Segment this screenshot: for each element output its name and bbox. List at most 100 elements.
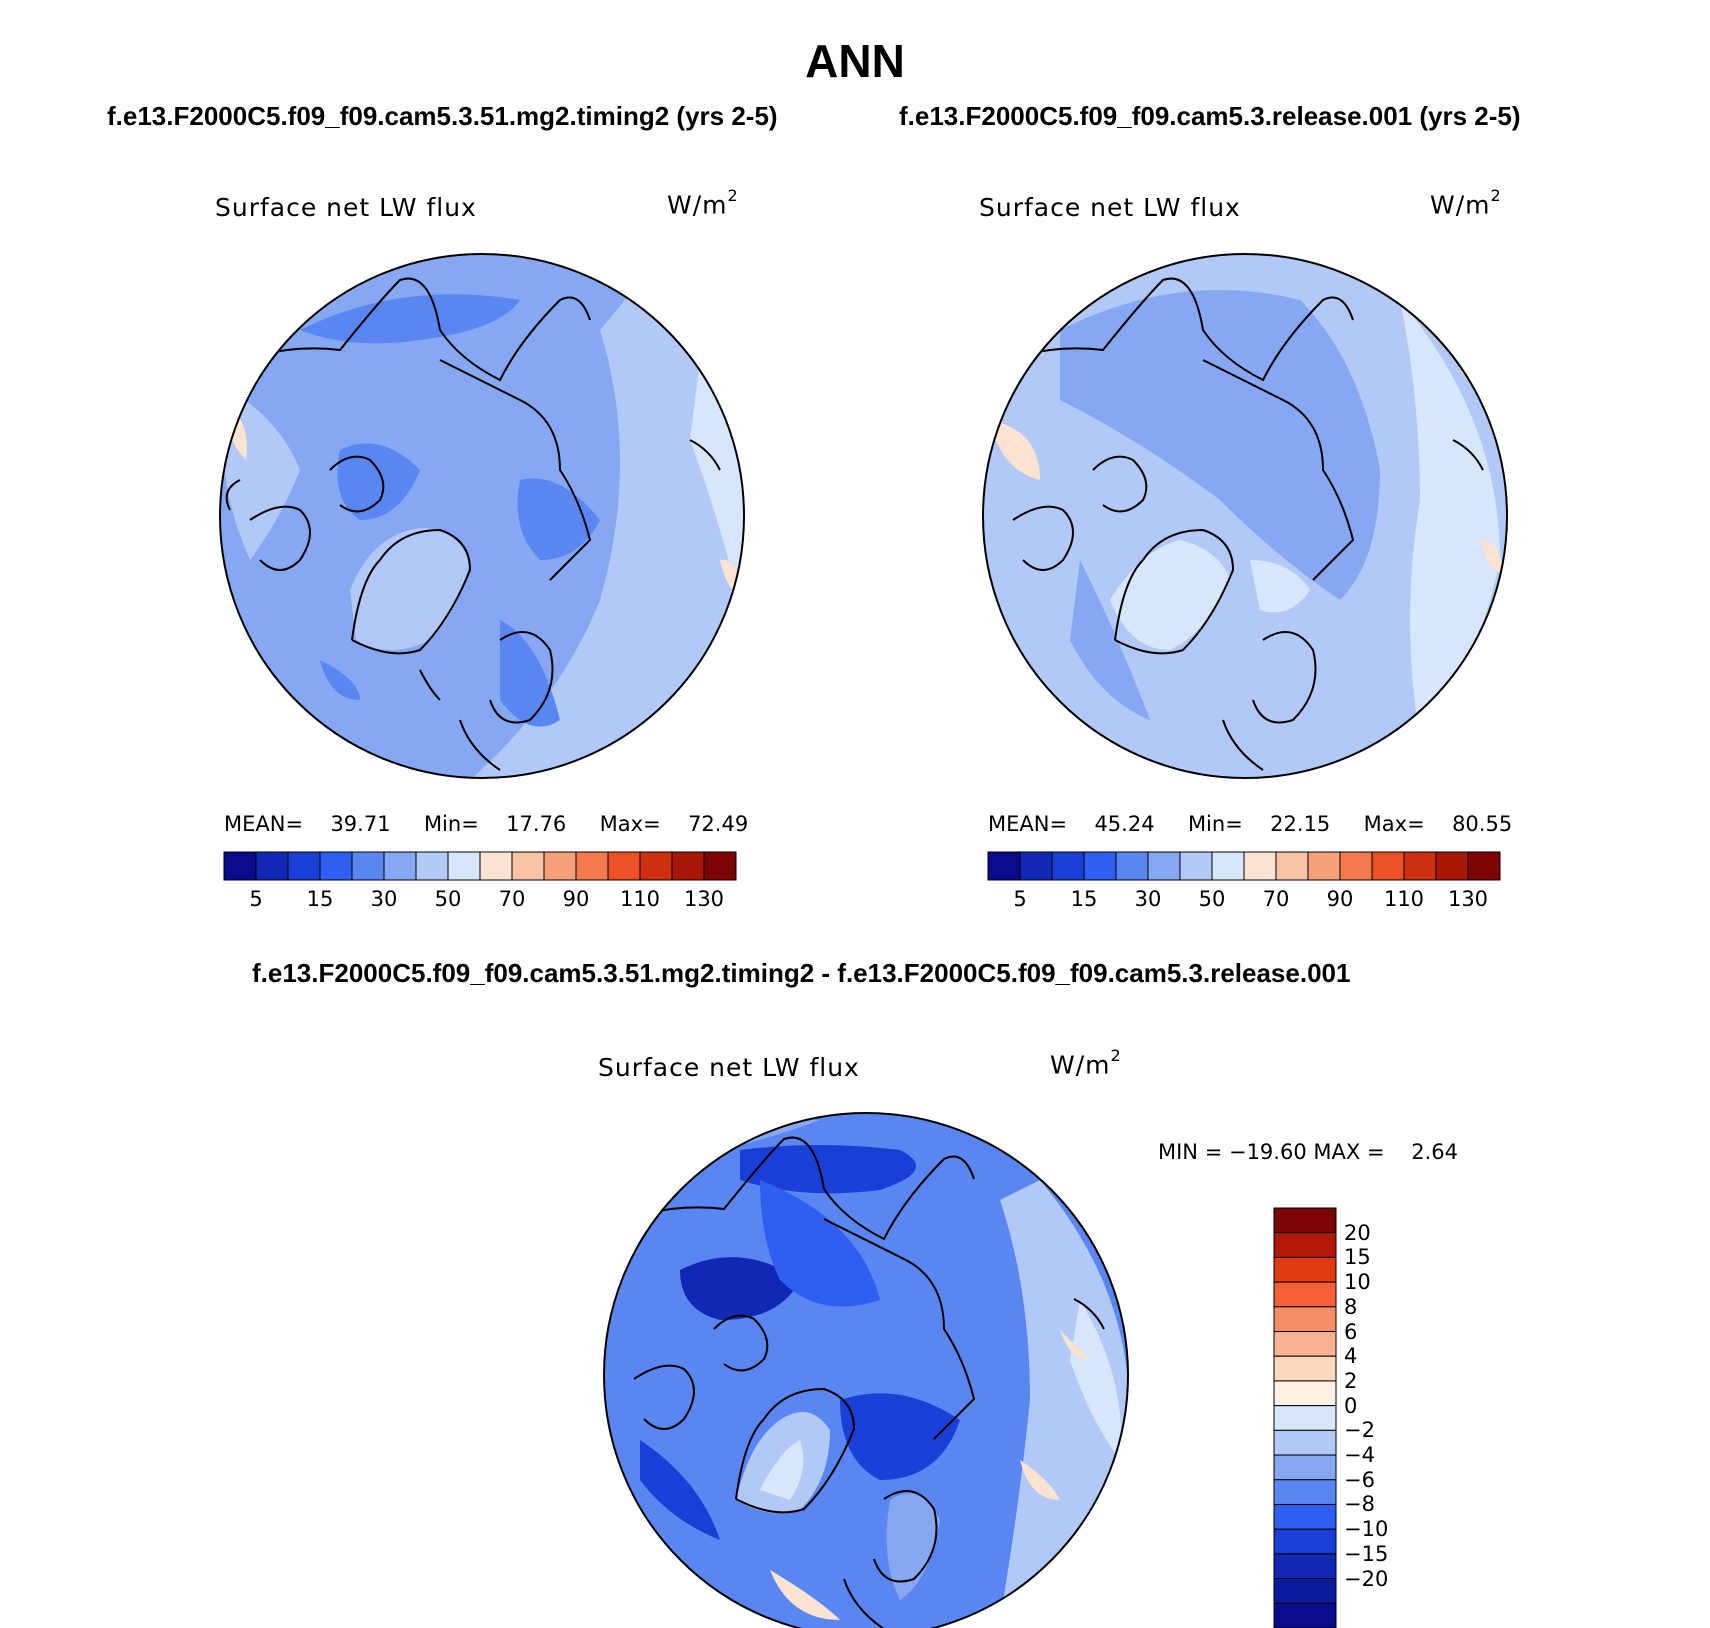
panel1-stats: MEAN= 39.71 Min= 17.76 Max= 72.49	[224, 812, 748, 836]
case-a-title: f.e13.F2000C5.f09_f09.cam5.3.51.mg2.timi…	[107, 101, 778, 131]
panel2-colorbar-box-14	[1435, 851, 1469, 881]
panel3-colorbar-box-16	[1273, 1602, 1337, 1628]
panel3-colorbar-tick-label: 2	[1344, 1368, 1358, 1393]
panel2-stats: MEAN= 45.24 Min= 22.15 Max= 80.55	[988, 812, 1512, 836]
panel3-colorbar-ticks: 20 15 10 8 6 4 2 0 −2 −4 −6 −8 −10 −15 −20	[1344, 1208, 1434, 1628]
panel2-colorbar-box-10	[1307, 851, 1341, 881]
panel3-colorbar-box-1	[1273, 1232, 1337, 1258]
panel2-colorbar-box-3	[1083, 851, 1117, 881]
panel1-colorbar-box-6	[415, 851, 449, 881]
panel2-colorbar-box-0	[987, 851, 1021, 881]
panel1-colorbar-box-2	[287, 851, 321, 881]
panel2-colorbar-tick-label: 90	[1326, 887, 1354, 911]
panel1-colorbar-ticks: 5 15 30 50 70 90 110 130	[224, 887, 736, 913]
panel3-colorbar-box-5	[1273, 1331, 1337, 1357]
panel3-colorbar-tick-label: −8	[1344, 1492, 1375, 1517]
panel3-colorbar-box-6	[1273, 1355, 1337, 1382]
panel3-colorbar-box-9	[1273, 1429, 1337, 1456]
panel2-colorbar-tick-label: 110	[1383, 887, 1425, 911]
panel2-variable-title: Surface net LW flux	[979, 193, 1241, 222]
panel2-colorbar-box-11	[1339, 851, 1373, 881]
panel2-colorbar-box-9	[1275, 851, 1309, 881]
panel1-variable-title: Surface net LW flux	[215, 193, 477, 222]
panel1-colorbar-box-10	[543, 851, 577, 881]
panel1-colorbar-box-5	[383, 851, 417, 881]
panel2-min-value: 22.15	[1270, 812, 1331, 836]
panel3-colorbar-box-2	[1273, 1256, 1337, 1283]
panel3-colorbar-tick-label: 0	[1344, 1393, 1358, 1418]
panel1-min-label: Min=	[423, 812, 479, 836]
panel1-colorbar-box-4	[351, 851, 385, 881]
panel2-colorbar-box-2	[1051, 851, 1085, 881]
panel2-colorbar	[987, 851, 1501, 881]
panel3-colorbar-tick-label: −10	[1344, 1517, 1389, 1542]
panel1-max-label: Max=	[599, 812, 661, 836]
panel2-max-value: 80.55	[1452, 812, 1513, 836]
panel1-colorbar-box-12	[607, 851, 641, 881]
panel1-colorbar-tick-label: 70	[498, 887, 526, 911]
panel2-mean-label: MEAN=	[988, 812, 1068, 836]
panel1-colorbar-box-1	[255, 851, 289, 881]
panel1-colorbar-box-3	[319, 851, 353, 881]
panel3-colorbar-tick-label: 8	[1344, 1294, 1358, 1319]
panel3-colorbar-box-15	[1273, 1578, 1337, 1604]
panel2-min-label: Min=	[1187, 812, 1243, 836]
panel3-units: W/m2	[1050, 1046, 1122, 1080]
panel3-colorbar-tick-label: 20	[1344, 1220, 1371, 1245]
panel2-colorbar-tick-label: 50	[1198, 887, 1226, 911]
panel1-colorbar-box-8	[479, 851, 513, 881]
panel1-colorbar-box-9	[511, 851, 545, 881]
panel1-mean-label: MEAN=	[224, 812, 304, 836]
panel3-colorbar-tick-label: 6	[1344, 1319, 1358, 1344]
panel3-colorbar-box-12	[1273, 1503, 1337, 1530]
panel1-colorbar-tick-label: 15	[306, 887, 334, 911]
panel3-colorbar-box-13	[1273, 1528, 1337, 1555]
panel1-colorbar-tick-label: 50	[434, 887, 462, 911]
panel3-variable-title: Surface net LW flux	[598, 1053, 860, 1082]
panel1-min-value: 17.76	[506, 812, 567, 836]
panel2-colorbar-ticks: 5 15 30 50 70 90 110 130	[988, 887, 1500, 913]
panel2-colorbar-tick-label: 15	[1070, 887, 1098, 911]
panel3-colorbar-box-14	[1273, 1553, 1337, 1580]
panel3-colorbar-tick-label: −15	[1344, 1541, 1389, 1566]
panel1-colorbar-box-0	[223, 851, 257, 881]
panel3-colorbar-tick-label: 15	[1344, 1245, 1371, 1270]
panel1-colorbar-tick-label: 5	[249, 887, 263, 911]
panel1-colorbar-tick-label: 30	[370, 887, 398, 911]
panel1-colorbar-box-11	[575, 851, 609, 881]
panel3-colorbar-tick-label: −20	[1344, 1566, 1389, 1591]
panel3-colorbar-box-0	[1273, 1207, 1337, 1234]
diff-title: f.e13.F2000C5.f09_f09.cam5.3.51.mg2.timi…	[252, 958, 1351, 988]
panel2-colorbar-box-6	[1179, 851, 1213, 881]
panel2-colorbar-tick-label: 70	[1262, 887, 1290, 911]
panel2-colorbar-box-12	[1371, 851, 1405, 881]
panel1-max-value: 72.49	[688, 812, 749, 836]
panel3-colorbar-box-4	[1273, 1306, 1337, 1333]
panel2-colorbar-box-4	[1115, 851, 1149, 881]
panel1-colorbar-tick-label: 90	[562, 887, 590, 911]
panel3-colorbar-tick-label: −4	[1344, 1443, 1375, 1468]
panel3-colorbar-tick-label: 4	[1344, 1344, 1358, 1369]
panel3-colorbar-box-11	[1273, 1479, 1337, 1505]
panel2-max-label: Max=	[1363, 812, 1425, 836]
panel2-colorbar-tick-label: 30	[1134, 887, 1162, 911]
panel2-colorbar-box-1	[1019, 851, 1053, 881]
panel2-colorbar-box-15	[1467, 851, 1501, 881]
panel3-colorbar-tick-label: −2	[1344, 1418, 1375, 1443]
panel2-colorbar-tick-label: 5	[1013, 887, 1027, 911]
panel1-colorbar	[223, 851, 737, 881]
panel3-colorbar	[1273, 1207, 1337, 1628]
panel3-colorbar-tick-label: −6	[1344, 1467, 1375, 1492]
panel2-units: W/m2	[1430, 186, 1502, 220]
panel3-colorbar-box-10	[1273, 1454, 1337, 1481]
figure-title: ANN	[805, 35, 905, 87]
panel2-mean-value: 45.24	[1094, 812, 1155, 836]
panel1-colorbar-box-14	[671, 851, 705, 881]
panel1-colorbar-tick-label: 130	[683, 887, 725, 911]
panel1-units: W/m2	[667, 186, 739, 220]
panel2-colorbar-box-5	[1147, 851, 1181, 881]
panel3-colorbar-tick-label: 10	[1344, 1270, 1371, 1295]
panel3-colorbar-box-3	[1273, 1281, 1337, 1308]
panel2-colorbar-box-13	[1403, 851, 1437, 881]
panel2-colorbar-box-8	[1243, 851, 1277, 881]
